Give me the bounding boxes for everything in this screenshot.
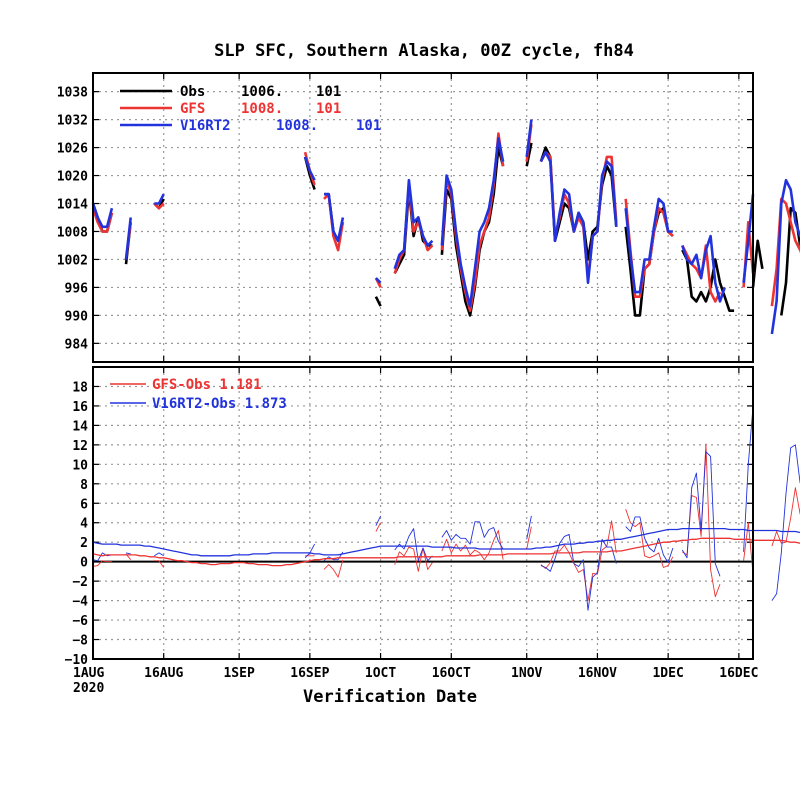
diff-y-tick-label: 2 — [80, 536, 88, 551]
slp-frame — [92, 72, 754, 363]
slp-plot-area — [93, 73, 753, 362]
diff-y-tick-label: −6 — [72, 614, 88, 629]
slp-y-tick-label: 1014 — [57, 198, 88, 213]
diff-y-tick-label: 10 — [72, 458, 88, 473]
legend-series-count: 101 — [356, 118, 381, 134]
x-tick-label: 16DEC — [719, 666, 758, 681]
x-axis-year-label: 2020 — [73, 681, 104, 696]
legend-series-name: GFS — [180, 101, 205, 117]
legend-entry: Obs 1006. 101 — [180, 84, 341, 100]
slp-panel: 984 990 996 1002 1008 1014 1020 1026 1032 1038 Obs… — [57, 72, 800, 363]
diff-y-tick-label: −4 — [72, 595, 88, 610]
diff-y-tick-label: 8 — [80, 478, 88, 493]
diff-y-tick-label: 16 — [72, 400, 88, 415]
x-tick-label: 1NOV — [511, 666, 542, 681]
slp-y-tick-label: 996 — [65, 281, 89, 296]
legend-series-count: 101 — [316, 101, 341, 117]
legend-series-count: 101 — [316, 84, 341, 100]
legend-entry: GFS 1008. 101 — [180, 101, 341, 117]
slp-y-tick-label: 984 — [65, 337, 89, 352]
slp-y-tick-label: 990 — [65, 309, 89, 324]
diff-frame — [92, 366, 754, 660]
series-line-gfs-obs — [92, 443, 800, 602]
diff-y-tick-label: 14 — [72, 419, 88, 434]
series-line-gfs-obs-mean — [92, 537, 800, 567]
diff-y-tick-label: 4 — [80, 517, 88, 532]
x-axis-label: Verification Date — [303, 687, 477, 707]
legend-series-name: Obs — [180, 84, 205, 100]
diff-plot-area — [93, 367, 753, 659]
diff-y-tick-label: 18 — [72, 380, 88, 395]
legend-series-mean: 1008. — [276, 118, 318, 134]
x-tick-label: 16SEP — [290, 666, 329, 681]
diff-y-tick-label: −2 — [72, 575, 88, 590]
chart-title: SLP SFC, Southern Alaska, 00Z cycle, fh8… — [214, 41, 634, 61]
x-tick-label: 16OCT — [432, 666, 471, 681]
slp-y-tick-label: 1038 — [57, 86, 88, 101]
slp-y-tick-label: 1032 — [57, 114, 88, 129]
diff-y-tick-label: 12 — [72, 439, 88, 454]
x-tick-label: 1DEC — [652, 666, 683, 681]
series-line-v16rt2-obs-mean — [92, 527, 800, 557]
x-tick-label: 1OCT — [365, 666, 396, 681]
x-tick-label: 1SEP — [223, 666, 254, 681]
legend-entry: V16RT2-Obs 1.873 — [152, 396, 287, 412]
legend-series-mean: 1006. — [241, 84, 283, 100]
legend-entry: GFS-Obs 1.181 — [152, 377, 262, 393]
slp-y-tick-label: 1026 — [57, 142, 88, 157]
slp-y-tick-label: 1002 — [57, 253, 88, 268]
legend-entry: V16RT2 1008. 101 — [180, 118, 381, 134]
diff-y-tick-label: −8 — [72, 634, 88, 649]
diff-y-tick-label: −10 — [65, 653, 89, 668]
difference-panel: −10 −8 −6 −4 −2 0 2 4 6 8 10 12 14 16 18 GFS-Obs 1.181 V… — [65, 366, 800, 668]
diff-y-tick-label: 0 — [80, 556, 88, 571]
x-tick-label: 16NOV — [578, 666, 617, 681]
legend-series-name: V16RT2 — [180, 118, 231, 134]
slp-y-tick-label: 1008 — [57, 225, 88, 240]
diff-y-tick-label: 6 — [80, 497, 88, 512]
legend-series-mean: 1008. — [241, 101, 283, 117]
series-line-v16rt2 — [91, 119, 800, 335]
x-tick-label: 1AUG — [73, 666, 104, 681]
x-tick-label: 16AUG — [144, 666, 183, 681]
slp-y-tick-label: 1020 — [57, 170, 88, 185]
